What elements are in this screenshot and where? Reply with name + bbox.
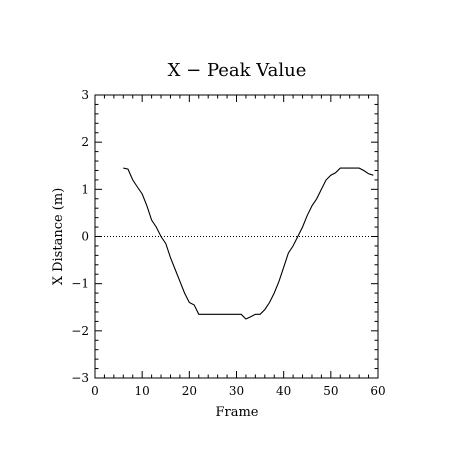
data-point [174,268,177,271]
data-point [287,252,290,255]
data-point [164,242,167,245]
data-point [358,167,361,170]
y-axis-label: X Distance (m) [51,188,66,286]
data-point [230,313,233,316]
data-point [183,292,186,295]
data-point [344,167,347,170]
data-point [301,226,304,229]
data-point [329,174,332,177]
y-tick-label: 2 [81,135,89,149]
y-tick-label: 1 [81,182,89,196]
data-point [188,301,191,304]
y-tick-label: 0 [81,230,89,244]
data-point [320,188,323,191]
data-point [249,315,252,318]
x-tick-label: 20 [182,384,197,398]
data-point [263,308,266,311]
data-point [127,168,130,171]
data-point [197,313,200,316]
data-points [122,167,375,321]
y-tick-label: −2 [71,324,89,338]
data-point [278,280,281,283]
data-point [221,313,224,316]
data-point [268,301,271,304]
x-tick-label: 40 [276,384,291,398]
data-point [141,193,144,196]
data-point [240,313,243,316]
data-point [150,219,153,222]
data-point [131,178,134,181]
data-point [193,303,196,306]
data-point [306,214,309,217]
data-point [273,292,276,295]
data-point [145,204,148,207]
data-point [339,167,342,170]
data-point [160,235,163,238]
data-point [311,204,314,207]
data-point [155,226,158,229]
data-point [282,266,285,269]
data-point [353,167,356,170]
y-tick-label: 3 [81,88,89,102]
data-point [216,313,219,316]
data-point [348,167,351,170]
data-point [226,313,229,316]
data-point [169,256,172,259]
data-point [244,318,247,321]
data-point [202,313,205,316]
data-point [254,313,257,316]
data-point [292,244,295,247]
chart-title: X − Peak Value [168,60,307,81]
data-point [372,174,375,177]
data-point [136,186,139,189]
data-point [122,167,125,170]
data-point [315,197,318,200]
axis-ticks [94,94,379,379]
x-axis-label: Frame [215,405,258,420]
axis-tick-labels: 0 10 20 30 40 50 60 −3 −2 −1 0 1 2 3 [71,88,385,398]
x-tick-label: 10 [135,384,150,398]
x-tick-label: 50 [323,384,338,398]
data-point [207,313,210,316]
data-point [362,169,365,172]
x-tick-label: 30 [229,384,244,398]
data-point [211,313,214,316]
data-point [325,178,328,181]
data-point [178,280,181,283]
x-tick-label: 60 [370,384,385,398]
series-line [123,167,374,320]
data-point [334,171,337,174]
data-point [367,172,370,175]
y-tick-label: −3 [71,371,89,385]
data-point [235,313,238,316]
data-point [296,235,299,238]
y-tick-label: −1 [71,277,89,291]
data-point [259,313,262,316]
x-tick-label: 0 [91,384,99,398]
